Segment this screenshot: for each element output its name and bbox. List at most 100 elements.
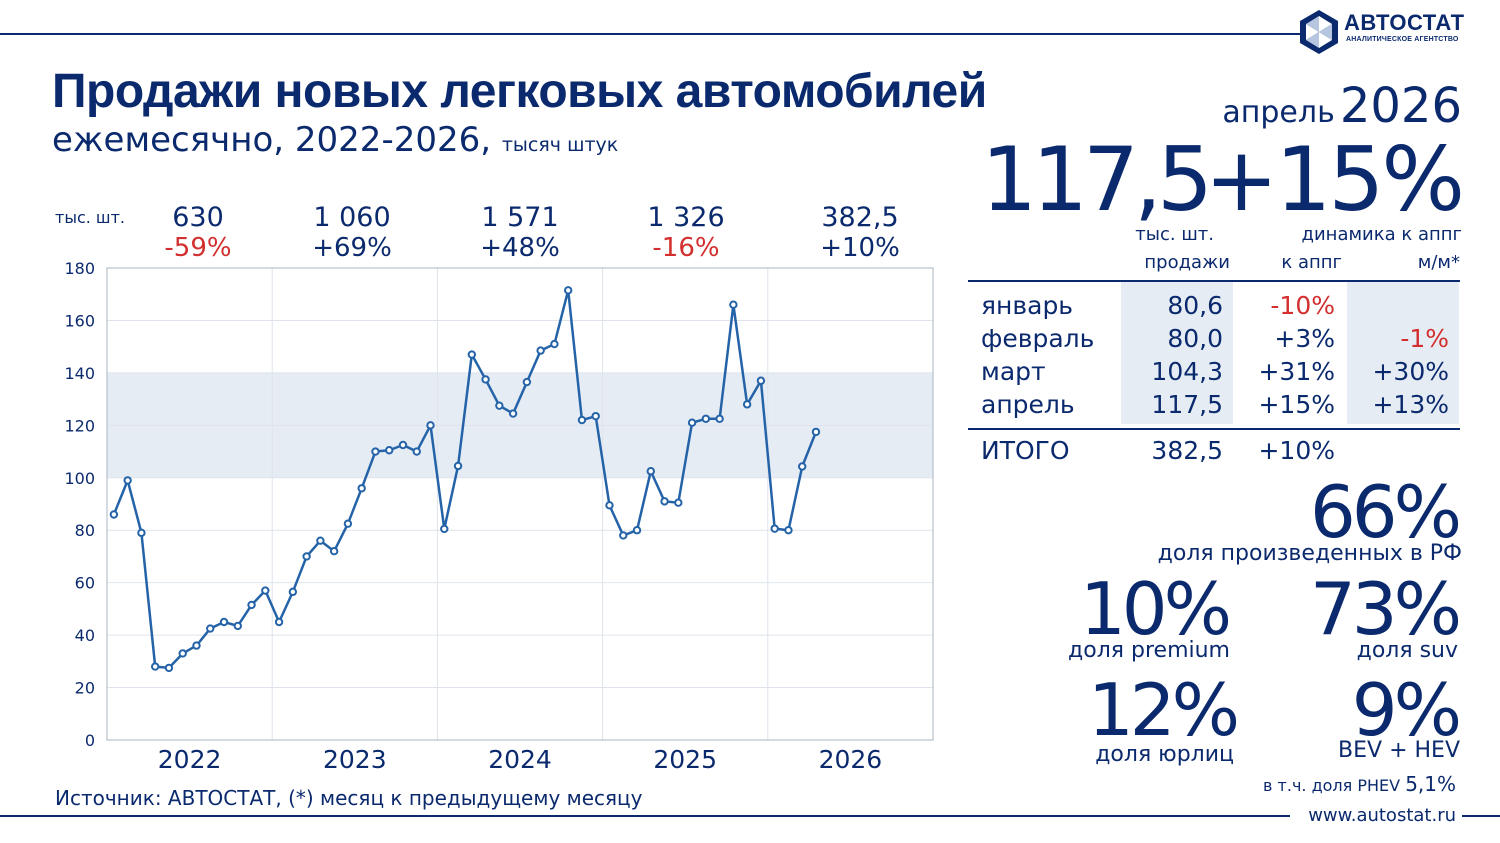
table-top-divider bbox=[968, 280, 1460, 282]
row-month: февраль bbox=[981, 324, 1095, 353]
y-tick-label: 180 bbox=[64, 259, 95, 278]
data-point bbox=[192, 641, 201, 650]
row-month: март bbox=[981, 357, 1046, 386]
data-point bbox=[440, 524, 449, 534]
y-tick-label: 100 bbox=[64, 469, 95, 488]
share-suv-value: 73 bbox=[1309, 567, 1398, 651]
data-point bbox=[357, 484, 366, 493]
year-total-value: 630 bbox=[172, 202, 224, 233]
row-yoy: +31% bbox=[1258, 357, 1335, 386]
share-bev-hev: 9% bbox=[1352, 668, 1462, 752]
row-sales: 80,0 bbox=[1167, 324, 1223, 353]
top-rule bbox=[0, 33, 1300, 35]
share-domestic-value: 66 bbox=[1309, 470, 1398, 554]
share-premium: 10% bbox=[1080, 567, 1232, 651]
logo-name: АВТОСТАТ bbox=[1344, 10, 1465, 35]
row-mom: +30% bbox=[1372, 357, 1449, 386]
year-total-value: 1 326 bbox=[647, 202, 725, 233]
data-point bbox=[426, 421, 435, 430]
y-tick-label: 40 bbox=[75, 626, 95, 645]
data-point bbox=[412, 447, 421, 456]
year-total-change: -16% bbox=[652, 233, 720, 263]
x-year-label: 2024 bbox=[488, 745, 552, 774]
row-mom: -1% bbox=[1400, 324, 1449, 353]
table-mom-column-band bbox=[1347, 282, 1459, 424]
data-point bbox=[605, 501, 614, 510]
share-legal-label: доля юрлиц bbox=[1095, 742, 1234, 767]
share-premium-label: доля premium bbox=[1068, 638, 1230, 663]
data-point bbox=[371, 447, 380, 456]
share-domestic: 66% bbox=[1310, 470, 1462, 554]
row-total-label: ИТОГО bbox=[981, 436, 1070, 465]
table-total-divider bbox=[968, 428, 1460, 430]
data-point bbox=[481, 375, 490, 384]
year-total-2026: 382,5 +10% bbox=[790, 202, 930, 262]
table-row-january: январь 80,6 -10% bbox=[0, 289, 1500, 322]
data-point bbox=[563, 286, 573, 295]
y-tick-label: 60 bbox=[75, 574, 95, 593]
data-point bbox=[729, 300, 738, 309]
share-domestic-label: доля произведенных в РФ bbox=[1157, 541, 1462, 566]
data-point bbox=[123, 476, 132, 485]
report-period: апрель 2026 bbox=[1222, 78, 1462, 134]
y-tick-label: 160 bbox=[64, 311, 95, 330]
bottom-rule-left bbox=[0, 815, 1290, 817]
data-point bbox=[288, 587, 298, 597]
data-point bbox=[591, 411, 600, 421]
data-point bbox=[385, 446, 394, 455]
y-tick-label: 20 bbox=[75, 679, 95, 698]
data-point bbox=[343, 519, 353, 528]
data-point bbox=[329, 547, 339, 556]
x-year-label: 2022 bbox=[158, 745, 222, 774]
share-legal: 12% bbox=[1088, 668, 1240, 752]
chart-frame bbox=[106, 267, 934, 741]
data-point bbox=[453, 461, 463, 471]
data-point bbox=[660, 497, 669, 506]
table-row-april: апрель 117,5 +15% +13% bbox=[0, 388, 1500, 421]
kpi-growth-value: +15% bbox=[1204, 128, 1465, 231]
year-total-2024: 1 571 +48% bbox=[450, 202, 590, 262]
share-bev-hev-label: BEV + HEV bbox=[1338, 738, 1460, 763]
year-total-2022: 630 -59% bbox=[128, 202, 268, 262]
x-year-label: 2023 bbox=[323, 745, 387, 774]
share-suv: 73% bbox=[1310, 567, 1462, 651]
y-tick-label: 140 bbox=[64, 364, 95, 383]
phev-share: в т.ч. доля PHEV 5,1% bbox=[1263, 772, 1456, 796]
data-point bbox=[206, 624, 215, 633]
data-point bbox=[274, 617, 284, 627]
year-total-value: 382,5 bbox=[821, 202, 899, 233]
autostat-logo[interactable]: АВТОСТАТ АНАЛИТИЧЕСКОЕ АГЕНТСТВО bbox=[1296, 6, 1466, 56]
data-point bbox=[550, 339, 559, 349]
year-total-value: 1 060 bbox=[313, 202, 391, 233]
x-year-label: 2025 bbox=[653, 745, 717, 774]
row-total-sales: 382,5 bbox=[1151, 436, 1223, 465]
page-subtitle: ежемесячно, 2022-2026, тысяч штук bbox=[52, 120, 618, 160]
data-point bbox=[756, 376, 766, 385]
row-sales: 80,6 bbox=[1167, 291, 1223, 320]
data-point bbox=[811, 427, 821, 437]
year-total-change: +69% bbox=[312, 233, 392, 263]
data-point bbox=[302, 552, 311, 561]
logo-hexagon-icon bbox=[1300, 10, 1338, 54]
data-point bbox=[467, 350, 477, 359]
data-point bbox=[674, 498, 683, 507]
data-point bbox=[247, 600, 256, 610]
sales-line bbox=[112, 289, 818, 670]
data-point bbox=[233, 621, 242, 631]
data-point bbox=[701, 414, 711, 423]
percent-sign: % bbox=[1393, 470, 1462, 554]
data-point bbox=[261, 586, 270, 595]
data-point bbox=[398, 440, 408, 450]
percent-sign: % bbox=[1171, 668, 1240, 752]
website-link[interactable]: www.autostat.ru bbox=[1308, 805, 1456, 826]
row-month: апрель bbox=[981, 390, 1075, 419]
share-legal-value: 12 bbox=[1087, 668, 1176, 752]
table-header-mom: м/м* bbox=[1417, 252, 1460, 273]
y-tick-label: 120 bbox=[64, 416, 95, 435]
page-title: Продажи новых легковых автомобилей bbox=[52, 65, 987, 118]
data-point bbox=[164, 663, 174, 673]
table-row-february: февраль 80,0 +3% -1% bbox=[0, 322, 1500, 355]
data-point bbox=[137, 528, 146, 538]
data-point bbox=[316, 536, 325, 545]
data-point bbox=[522, 377, 532, 387]
